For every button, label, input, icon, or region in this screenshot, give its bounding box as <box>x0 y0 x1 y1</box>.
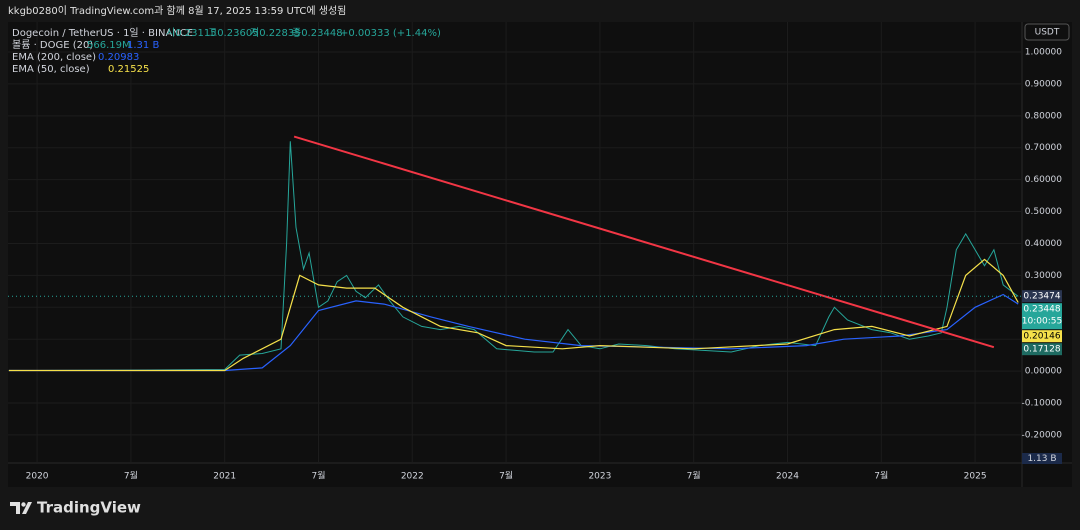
x-tick-label: 2025 <box>964 472 987 482</box>
currency: USDT <box>1035 28 1060 38</box>
y-tick-label: 0.00000 <box>1025 367 1062 377</box>
price-tag-box <box>1022 343 1062 356</box>
legend: Dogecoin / TetherUS · 1일 · BINANCE시0.231… <box>12 27 441 75</box>
price-tag: 0.23474 <box>1022 290 1062 303</box>
legend-series: Dogecoin / TetherUS · 1일 · BINANCE <box>12 27 193 39</box>
x-tick-label: 2023 <box>588 472 611 482</box>
created-by: kkgb0280이 TradingView.com과 함께 8월 17, 202… <box>8 5 346 17</box>
x-tick-label: 2024 <box>776 472 799 482</box>
legend-value: 0.21525 <box>108 64 149 75</box>
volume-value: 566.19M <box>87 40 131 51</box>
price-tag: 0.23448 10:00:55 <box>1022 303 1062 330</box>
price-tag-label: 0.17128 <box>1023 345 1060 355</box>
x-tick-label: 7월 <box>499 470 513 482</box>
volume-legend: 볼륨 · DOGE (20) <box>12 39 93 51</box>
ohlc-value: 종0.23448 <box>292 27 343 39</box>
legend-series: EMA (50, close) <box>12 64 90 75</box>
price-tag-label: 0.23474 <box>1023 292 1060 302</box>
x-tick-label: 2021 <box>213 472 236 482</box>
x-tick-label: 2022 <box>401 472 424 482</box>
x-tick-label: 7월 <box>687 470 701 482</box>
price-tag-box <box>1022 290 1062 303</box>
volume-tag-box <box>1022 453 1062 464</box>
footer-logo <box>10 502 32 514</box>
price-tag-label: 0.23448 <box>1023 305 1060 315</box>
x-tick-label: 7월 <box>874 470 888 482</box>
y-tick-label: 0.50000 <box>1025 207 1062 217</box>
price-tag: 0.20146 <box>1022 330 1062 343</box>
y-tick-label: 0.40000 <box>1025 239 1062 249</box>
price-tag-label: 0.20146 <box>1023 332 1060 342</box>
ohlc-value: 시0.23115 <box>166 27 217 39</box>
brand: TradingView <box>37 499 141 517</box>
price-tag-box <box>1022 303 1062 330</box>
y-tick-label: 1.00000 <box>1025 47 1062 57</box>
y-tick-label: 0.90000 <box>1025 79 1062 89</box>
trendline <box>293 135 995 349</box>
y-tick-label: -0.20000 <box>1022 430 1063 440</box>
ohlc-value: +0.00333 (+1.44%) <box>340 28 441 39</box>
y-tick-label: -0.10000 <box>1022 399 1063 409</box>
y-tick-label: 0.80000 <box>1025 111 1062 121</box>
legend-value: 0.20983 <box>98 52 139 63</box>
chart-panel <box>8 22 1072 487</box>
volume-tag: 1.13 B <box>1027 454 1056 464</box>
y-tick-label: 0.60000 <box>1025 175 1062 185</box>
series-line <box>8 258 1019 372</box>
price-tag-box <box>1022 330 1062 343</box>
x-tick-label: 7월 <box>311 470 325 482</box>
price-tag: 0.17128 <box>1022 343 1062 356</box>
x-tick-label: 7월 <box>124 470 138 482</box>
y-tick-label: 0.70000 <box>1025 143 1062 153</box>
volume-value: 1.31 B <box>127 40 159 51</box>
legend-series: EMA (200, close) <box>12 52 96 63</box>
countdown: 10:00:55 <box>1022 317 1062 327</box>
series-line <box>8 141 1019 371</box>
x-tick-label: 2020 <box>26 472 49 482</box>
y-tick-label: 0.30000 <box>1025 271 1062 281</box>
ohlc-value: 저0.22835 <box>250 27 301 39</box>
currency-box <box>1024 23 1070 41</box>
ohlc-value: 고0.23605 <box>208 28 259 39</box>
